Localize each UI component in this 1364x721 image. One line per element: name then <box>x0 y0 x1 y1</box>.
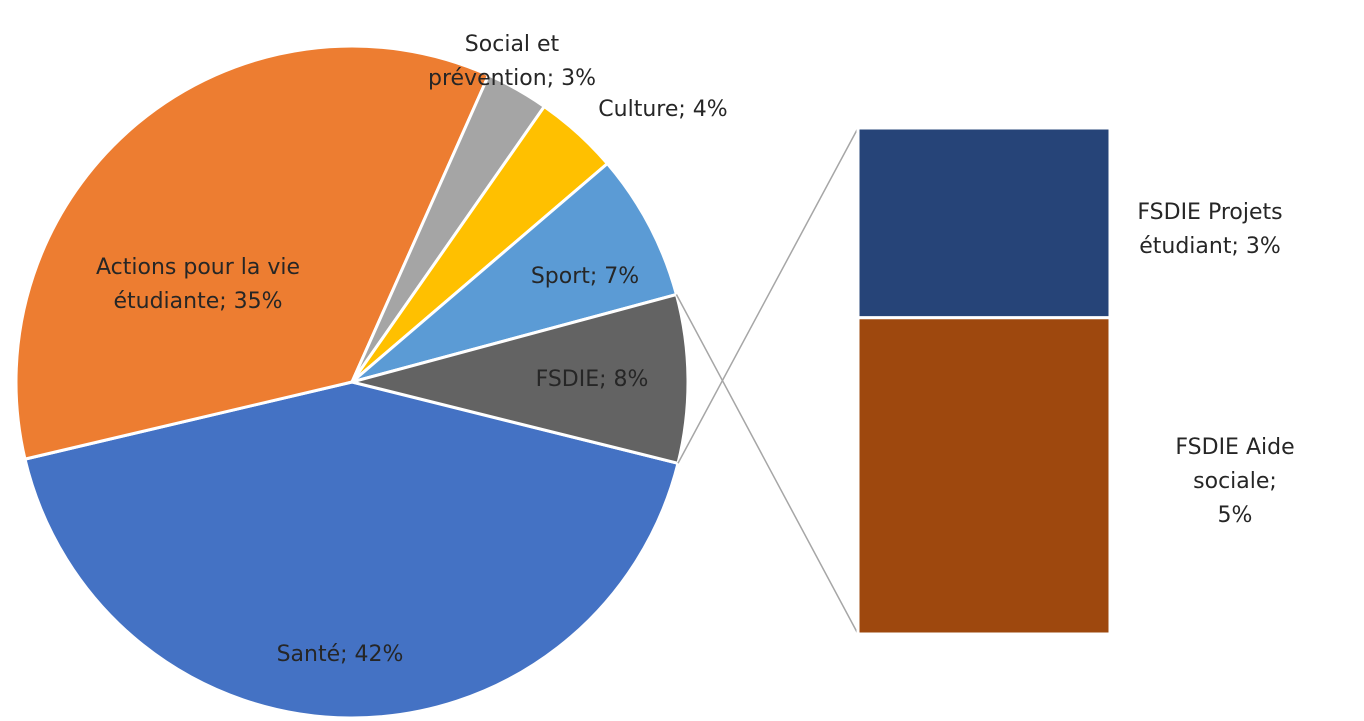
bar-segment <box>856 316 1112 636</box>
bar-label: FSDIE Projets étudiant; 3% <box>1137 200 1283 259</box>
bar-segment <box>856 126 1112 320</box>
slice-label: Sport; 7% <box>530 264 640 289</box>
slice-label: Actions pour la vie étudiante; 35% <box>95 255 301 314</box>
bar-label: FSDIE Aide sociale; 5% <box>1175 435 1295 528</box>
slice-label: Social et prévention; 3% <box>427 32 597 91</box>
pie-slice <box>23 380 680 720</box>
slice-label: Santé; 42% <box>276 642 404 667</box>
pie-slice <box>346 292 690 466</box>
pie-slice <box>351 161 679 384</box>
slice-label: FSDIE; 8% <box>535 367 649 392</box>
connector <box>675 294 859 635</box>
slice-label: Culture; 4% <box>598 97 728 122</box>
pie-slice <box>14 44 491 461</box>
connector <box>677 127 859 464</box>
